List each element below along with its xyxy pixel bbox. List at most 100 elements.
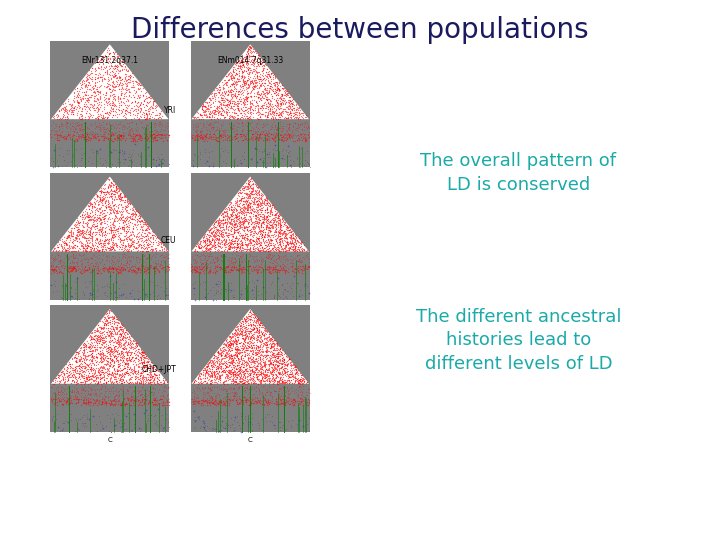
Point — [94, 215, 106, 224]
Point — [284, 120, 295, 129]
Point — [149, 118, 161, 127]
Point — [238, 343, 250, 352]
Point — [215, 288, 226, 297]
Point — [218, 357, 230, 366]
Point — [79, 262, 91, 271]
Point — [238, 184, 249, 192]
Point — [89, 97, 101, 105]
Point — [91, 86, 102, 95]
Point — [274, 231, 286, 240]
Point — [285, 244, 297, 253]
Point — [106, 259, 117, 268]
Point — [240, 197, 251, 205]
Point — [114, 338, 125, 347]
Point — [255, 240, 266, 249]
Point — [255, 234, 266, 242]
Point — [276, 363, 288, 372]
Point — [77, 349, 89, 358]
Point — [242, 49, 253, 57]
Point — [274, 394, 285, 402]
Point — [274, 384, 285, 393]
Point — [284, 357, 295, 366]
Point — [211, 227, 222, 235]
Point — [103, 393, 114, 402]
Point — [285, 383, 297, 392]
Point — [225, 266, 237, 275]
Point — [223, 341, 235, 349]
Point — [75, 241, 86, 250]
Point — [243, 83, 254, 92]
Point — [116, 222, 127, 231]
Point — [228, 73, 240, 82]
Point — [229, 254, 240, 262]
Point — [107, 239, 119, 248]
Point — [76, 379, 87, 388]
Point — [97, 60, 109, 69]
Point — [121, 258, 132, 266]
Point — [78, 356, 89, 364]
Point — [268, 350, 279, 359]
Point — [220, 109, 232, 117]
Point — [274, 343, 286, 352]
Point — [103, 188, 114, 197]
Point — [242, 192, 253, 201]
Point — [197, 262, 209, 271]
Point — [251, 397, 263, 406]
Point — [247, 308, 258, 316]
Point — [262, 372, 274, 381]
Point — [228, 361, 239, 370]
Point — [66, 393, 77, 402]
Point — [119, 99, 130, 107]
Point — [99, 398, 111, 407]
Point — [134, 379, 145, 388]
Point — [66, 241, 77, 250]
Point — [238, 68, 249, 76]
Point — [148, 237, 159, 246]
Point — [276, 362, 287, 371]
Point — [105, 242, 117, 251]
Point — [245, 366, 256, 374]
Point — [125, 391, 137, 400]
Point — [66, 231, 77, 240]
Point — [138, 358, 149, 367]
Point — [261, 136, 273, 144]
Point — [267, 110, 279, 119]
Point — [273, 85, 284, 93]
Point — [202, 367, 213, 376]
Point — [209, 235, 220, 244]
Point — [107, 357, 118, 366]
Point — [289, 377, 301, 386]
Point — [256, 362, 267, 371]
Point — [125, 246, 136, 255]
Point — [211, 347, 222, 356]
Point — [277, 377, 289, 386]
Point — [240, 103, 252, 112]
Point — [278, 366, 289, 375]
Point — [224, 75, 235, 84]
Point — [274, 228, 285, 237]
Point — [101, 190, 112, 198]
Point — [264, 237, 275, 246]
Point — [230, 258, 241, 266]
Point — [140, 367, 151, 376]
Point — [156, 133, 167, 142]
Point — [97, 363, 109, 372]
Point — [256, 232, 268, 241]
Point — [266, 123, 278, 132]
Point — [80, 230, 91, 238]
Point — [50, 420, 61, 428]
Point — [253, 336, 265, 345]
Point — [102, 55, 114, 64]
Point — [58, 374, 69, 382]
Point — [287, 255, 298, 264]
Point — [216, 233, 228, 241]
Point — [223, 69, 235, 78]
Point — [205, 96, 217, 104]
Point — [239, 335, 251, 343]
Point — [144, 417, 156, 426]
Point — [109, 119, 121, 127]
Point — [105, 191, 117, 200]
Point — [158, 262, 169, 271]
Point — [119, 93, 130, 102]
Point — [104, 109, 115, 118]
